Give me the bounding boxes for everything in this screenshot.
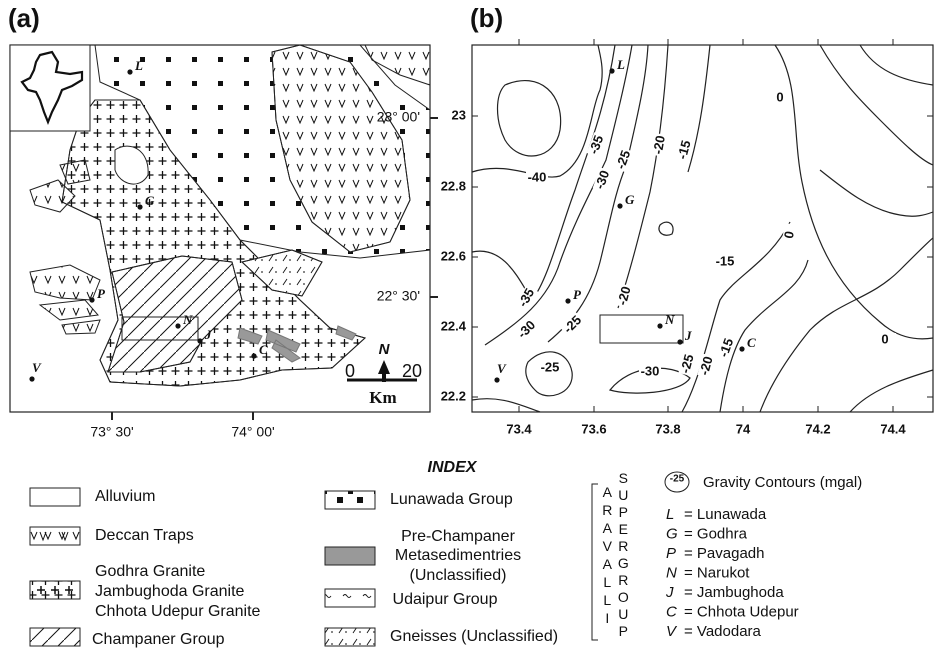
place-label: C xyxy=(259,342,268,357)
place-label: G xyxy=(625,192,635,207)
place-label: G xyxy=(145,193,155,208)
lat-label: 22° 30' xyxy=(377,288,420,304)
lat-label: 23° 00' xyxy=(377,109,420,125)
abbr-letter: N xyxy=(666,564,677,581)
y-tick-label: 22.6 xyxy=(441,248,466,263)
legend-text: Godhra Granite xyxy=(95,563,205,580)
place-label: N xyxy=(664,312,675,327)
abbr-letter: V xyxy=(666,623,678,640)
group-word: ARAVALLI xyxy=(599,484,615,628)
contour-sample: -25 xyxy=(670,474,685,485)
legend-text: Gneisses (Unclassified) xyxy=(390,628,558,645)
abbr-letter: L xyxy=(666,506,674,523)
x-tick-label: 74.2 xyxy=(805,421,830,436)
scale-label: 0 xyxy=(345,361,355,381)
place-dot xyxy=(251,353,256,358)
place-dot xyxy=(739,346,744,351)
place-dot xyxy=(89,297,94,302)
swatch-dot xyxy=(357,497,363,503)
abbr-letter: P xyxy=(666,545,676,562)
legend-swatch xyxy=(325,589,375,607)
panel-label: (a) xyxy=(8,3,40,33)
place-label: V xyxy=(497,361,507,376)
x-tick-label: 73.4 xyxy=(506,421,532,436)
legend-title: INDEX xyxy=(428,459,478,476)
legend-swatch xyxy=(325,491,375,509)
legend-text: Deccan Traps xyxy=(95,527,194,544)
abbr-letter: C xyxy=(666,603,677,620)
group-word: SUPERGROUP xyxy=(615,470,631,640)
place-dot xyxy=(657,323,662,328)
place-dot xyxy=(617,203,622,208)
bracket xyxy=(592,484,598,640)
contour-text: Gravity Contours (mgal) xyxy=(703,474,862,491)
legend-text: Metasedimentries xyxy=(395,547,521,564)
y-tick-label: 22.8 xyxy=(441,178,466,193)
abbr-name: = Narukot xyxy=(684,564,750,581)
x-tick-label: 74.4 xyxy=(880,421,906,436)
place-label: J xyxy=(204,327,212,342)
abbr-name: = Vadodara xyxy=(684,623,762,640)
legend-text: Champaner Group xyxy=(92,631,225,648)
x-tick-label: 73.8 xyxy=(655,421,680,436)
place-dot xyxy=(137,204,142,209)
place-dot xyxy=(127,69,132,74)
y-tick-label: 22.4 xyxy=(441,318,467,333)
scale-label: 20 xyxy=(402,361,422,381)
abbr-name: = Jambughoda xyxy=(684,584,784,601)
place-label: C xyxy=(747,335,756,350)
legend-text: Pre-Champaner xyxy=(401,528,516,545)
panel-a xyxy=(10,45,430,412)
lon-label: 73° 30' xyxy=(90,424,133,440)
lon-label: 74° 00' xyxy=(231,424,274,440)
abbr-letter: G xyxy=(666,525,678,542)
place-label: N xyxy=(182,312,193,327)
legend-text: Chhota Udepur Granite xyxy=(95,603,261,620)
legend-swatch xyxy=(30,488,80,506)
place-dot xyxy=(29,376,34,381)
swatch-dot xyxy=(337,497,343,503)
place-label: J xyxy=(684,328,692,343)
contour-label: -15 xyxy=(716,253,735,268)
legend-swatch xyxy=(30,628,80,646)
place-label: L xyxy=(134,58,143,73)
place-dot xyxy=(677,339,682,344)
abbr-name: = Lunawada xyxy=(684,506,767,523)
place-dot xyxy=(609,68,614,73)
place-label: P xyxy=(97,286,106,301)
contour-label: -25 xyxy=(541,359,560,374)
contour-label: -30 xyxy=(641,363,660,378)
contour-label: -40 xyxy=(528,169,547,184)
abbr-name: = Pavagadh xyxy=(684,545,765,562)
place-dot xyxy=(565,298,570,303)
legend-text: Alluvium xyxy=(95,488,155,505)
legend-swatch xyxy=(325,628,375,646)
scale-unit: Km xyxy=(369,388,396,407)
contour-label: 0 xyxy=(776,89,783,104)
y-tick-label: 23 xyxy=(452,107,466,122)
place-dot xyxy=(494,377,499,382)
place-label: L xyxy=(616,57,625,72)
legend-text: Udaipur Group xyxy=(393,591,498,608)
place-dot xyxy=(175,323,180,328)
legend-text: Lunawada Group xyxy=(390,491,513,508)
abbr-name: = Chhota Udepur xyxy=(684,603,799,620)
north-label: N xyxy=(379,341,391,358)
legend-text: (Unclassified) xyxy=(410,567,507,584)
contour-label: 0 xyxy=(881,331,888,346)
legend-swatch xyxy=(325,547,375,565)
legend-text: Jambughoda Granite xyxy=(95,583,245,600)
x-tick-label: 74 xyxy=(736,421,751,436)
place-label: V xyxy=(32,360,42,375)
legend-swatch xyxy=(30,527,80,545)
panel-label: (b) xyxy=(470,3,503,33)
figure: (a)(b)23° 00'22° 30'73° 30'74° 00'LGPNJC… xyxy=(0,0,949,652)
abbr-name: = Godhra xyxy=(684,525,748,542)
place-dot xyxy=(197,338,202,343)
abbr-letter: J xyxy=(665,584,674,601)
x-tick-label: 73.6 xyxy=(581,421,606,436)
y-tick-label: 22.2 xyxy=(441,388,466,403)
place-label: P xyxy=(573,287,582,302)
